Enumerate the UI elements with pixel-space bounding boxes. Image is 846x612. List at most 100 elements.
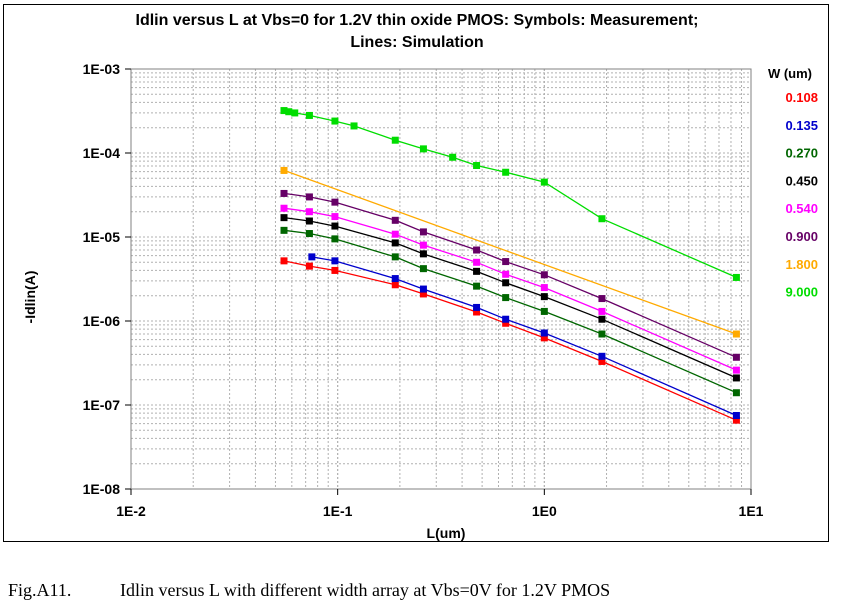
- data-point-0.108: [280, 257, 288, 265]
- data-point-9.000: [449, 153, 457, 161]
- series-line-0.108: [283, 260, 737, 421]
- data-point-0.135: [502, 315, 510, 323]
- y-tick-label: 1E-04: [83, 145, 121, 161]
- data-point-0.540: [502, 270, 510, 278]
- data-point-0.900: [280, 189, 288, 197]
- legend-entry-0.450: 0.450: [785, 173, 818, 188]
- data-point-0.450: [598, 315, 606, 323]
- data-point-9.000: [473, 161, 481, 169]
- data-point-1.800: [732, 330, 740, 338]
- data-point-0.900: [502, 258, 510, 266]
- data-point-1.800: [280, 166, 288, 174]
- data-point-0.540: [473, 258, 481, 266]
- data-point-0.450: [305, 217, 313, 225]
- data-point-9.000: [540, 178, 548, 186]
- legend-entry-0.540: 0.540: [785, 201, 818, 216]
- data-point-0.108: [331, 266, 339, 274]
- data-point-0.450: [280, 214, 288, 222]
- data-point-0.270: [305, 230, 313, 238]
- data-point-0.540: [331, 213, 339, 221]
- data-point-0.108: [732, 416, 740, 424]
- data-point-9.000: [391, 136, 399, 144]
- y-axis-label: -Idlin(A): [22, 271, 38, 324]
- chart-plot: 1E-2 1E-1 1E0 1E1 1E-03 1E-04 1E-05 1E-06 1E-07 1…: [22, 61, 818, 541]
- data-point-0.540: [391, 230, 399, 238]
- data-point-0.450: [540, 293, 548, 301]
- data-point-0.270: [473, 282, 481, 290]
- data-point-0.900: [305, 193, 313, 201]
- x-tick-label: 1E1: [739, 503, 764, 519]
- y-tick-label: 1E-07: [83, 397, 121, 413]
- data-point-0.270: [331, 235, 339, 243]
- data-point-9.000: [732, 273, 740, 281]
- data-point-0.270: [280, 226, 288, 234]
- data-point-0.270: [391, 253, 399, 261]
- x-tick-label: 1E-1: [323, 503, 353, 519]
- data-point-0.900: [391, 216, 399, 224]
- series-line-0.900: [283, 192, 737, 358]
- data-point-0.135: [331, 257, 339, 265]
- y-tick-label: 1E-03: [83, 61, 121, 77]
- series-line-0.270: [283, 229, 737, 394]
- x-axis-label: L(um): [427, 525, 466, 541]
- series-line-1.800: [283, 169, 737, 335]
- series-line-0.450: [283, 216, 737, 379]
- data-point-9.000: [305, 111, 313, 119]
- data-point-0.135: [473, 303, 481, 311]
- plot-background: [131, 69, 751, 489]
- data-point-0.108: [502, 319, 510, 327]
- data-point-0.540: [305, 208, 313, 216]
- data-point-0.450: [391, 239, 399, 247]
- y-tick-label: 1E-05: [83, 229, 121, 245]
- data-point-9.000: [350, 122, 358, 130]
- legend-entry-0.270: 0.270: [785, 146, 818, 161]
- data-point-0.540: [419, 241, 427, 249]
- data-point-0.270: [540, 307, 548, 315]
- data-point-0.270: [732, 389, 740, 397]
- figure-caption-label: Fig.A11.: [8, 580, 72, 600]
- data-point-0.900: [473, 246, 481, 254]
- y-tick-label: 1E-08: [83, 481, 121, 497]
- data-point-0.135: [598, 352, 606, 360]
- legend-entry-0.135: 0.135: [785, 118, 818, 133]
- data-point-0.135: [308, 253, 316, 261]
- data-point-9.000: [598, 215, 606, 223]
- data-point-0.270: [502, 294, 510, 302]
- data-point-0.540: [540, 284, 548, 292]
- chart-title-line2: Lines: Simulation: [350, 34, 484, 51]
- data-point-0.540: [280, 204, 288, 212]
- data-point-9.000: [280, 107, 288, 115]
- data-point-0.900: [732, 353, 740, 361]
- legend-title: W (um): [768, 66, 812, 81]
- figure-caption-text: Idlin versus L with different width arra…: [120, 580, 611, 600]
- data-point-0.450: [732, 374, 740, 382]
- figure-caption: Fig.A11. Idlin versus L with different wi…: [8, 580, 838, 601]
- data-point-0.270: [419, 265, 427, 273]
- data-point-9.000: [291, 109, 299, 117]
- data-point-0.450: [419, 250, 427, 258]
- data-point-0.270: [598, 330, 606, 338]
- chart-frame: Idlin versus L at Vbs=0 for 1.2V thin ox…: [3, 4, 829, 542]
- data-point-0.108: [540, 334, 548, 342]
- data-point-0.108: [473, 308, 481, 316]
- data-point-0.900: [419, 228, 427, 236]
- x-tick-label: 1E0: [532, 503, 557, 519]
- data-point-0.540: [598, 307, 606, 315]
- data-point-0.450: [473, 267, 481, 275]
- data-point-9.000: [331, 117, 339, 125]
- data-point-9.000: [419, 145, 427, 153]
- chart-title: Idlin versus L at Vbs=0 for 1.2V thin ox…: [4, 10, 830, 54]
- data-point-9.000: [502, 168, 510, 176]
- series-line-0.540: [283, 207, 737, 371]
- legend-entry-1.800: 1.800: [785, 257, 818, 272]
- chart-title-line1: Idlin versus L at Vbs=0 for 1.2V thin ox…: [135, 12, 699, 29]
- data-point-0.900: [598, 295, 606, 303]
- plot-border: [130, 68, 752, 490]
- data-point-0.135: [391, 275, 399, 283]
- data-point-0.108: [419, 290, 427, 298]
- x-tick-label: 1E-2: [116, 503, 146, 519]
- data-point-0.135: [419, 285, 427, 293]
- y-tick-label: 1E-06: [83, 313, 121, 329]
- data-point-0.450: [502, 279, 510, 287]
- data-point-0.108: [391, 281, 399, 289]
